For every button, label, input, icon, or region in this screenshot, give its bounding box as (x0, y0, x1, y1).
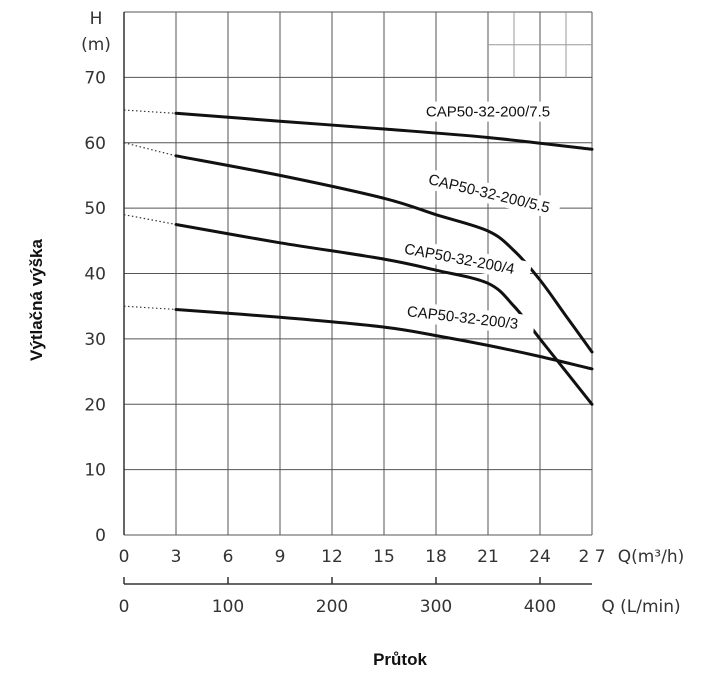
series-label-background (386, 235, 533, 282)
series-label-background (416, 166, 562, 220)
x-axis-title: Průtok (373, 650, 427, 669)
series-label-background (389, 299, 536, 336)
series-line (174, 154, 594, 354)
x-tick-label-m3h: 3 (171, 547, 182, 567)
x-tick-label-m3h: 24 (529, 547, 551, 567)
x-unit-m3h: Q(m³/h) (618, 547, 685, 567)
y-tick-label: 40 (84, 265, 106, 285)
series-line (174, 111, 594, 151)
y-tick-label: 20 (84, 395, 106, 415)
shutoff-extension (123, 109, 177, 114)
x-tick-label-m3h: 12 (321, 547, 343, 567)
x-tick-label-m3h: 6 (223, 547, 234, 567)
x-tick-label-m3h: 21 (477, 547, 499, 567)
shutoff-extension (123, 305, 177, 311)
x-tick-label-lmin: 400 (524, 597, 556, 617)
series-label-group: CAP50-32-200/7.5 (416, 101, 560, 122)
x-tick-label-lmin: 200 (316, 597, 348, 617)
series-label: CAP50-32-200/4 (403, 241, 516, 278)
curves: CAP50-32-200/7.5CAP50-32-200/5.5CAP50-32… (123, 101, 594, 406)
x-tick-label-lmin: 0 (119, 597, 130, 617)
x-tick-label-m3h: 0 (119, 547, 130, 567)
series-label-background (416, 101, 560, 122)
y-tick-label: 70 (84, 68, 106, 88)
y-tick-label: 60 (84, 134, 106, 154)
y-tick-label: 30 (84, 330, 106, 350)
shutoff-extension (123, 142, 177, 157)
series-line (174, 223, 594, 406)
y-tick-label: 10 (84, 461, 106, 481)
y-unit-symbol: H (90, 9, 103, 29)
y-axis-title: Výtlačná výška (27, 238, 46, 360)
x-tick-label-m3h: 9 (275, 547, 286, 567)
axes: 0 10 20 30 40 50 60 70 0 3 6 9 12 15 18 21 24 2 7 0 100 200 3… (84, 12, 606, 617)
y-unit-meters: (m) (81, 35, 111, 55)
series-label: CAP50-32-200/7.5 (426, 104, 550, 121)
x-tick-label-m3h: 18 (425, 547, 447, 567)
x-tick-label-m3h: 2 7 (578, 547, 605, 567)
x-tick-label-lmin: 300 (420, 597, 452, 617)
x-tick-label-m3h: 15 (373, 547, 395, 567)
series-line (174, 308, 594, 371)
x-unit-lmin: Q (L/min) (601, 597, 680, 617)
y-tick-label: 50 (84, 199, 106, 219)
x-tick-label-lmin: 100 (212, 597, 244, 617)
y-tick-label: 0 (95, 526, 106, 546)
shutoff-extension (123, 214, 177, 226)
